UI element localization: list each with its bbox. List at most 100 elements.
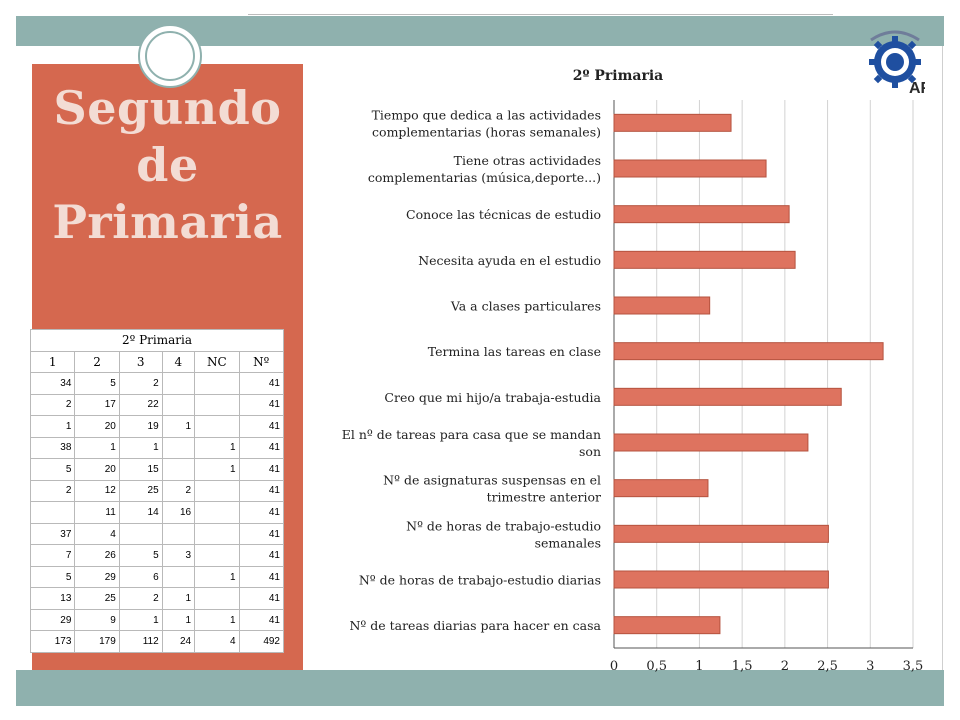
table-cell: 25: [74, 587, 120, 610]
bar: [613, 616, 721, 635]
category-label: Termina las tareas en clase: [428, 344, 601, 359]
table-cell: [194, 522, 240, 546]
table-header-cell: 1: [29, 350, 76, 374]
table-cell: 20: [74, 458, 120, 481]
logo-arc: [870, 30, 920, 42]
table-cell: 5: [29, 458, 76, 481]
footer-band: [16, 670, 944, 706]
table-cell: 179: [74, 630, 120, 653]
bar: [613, 342, 884, 361]
table-cell: 9: [74, 608, 120, 632]
bar: [613, 250, 796, 269]
table-cell: 41: [238, 415, 285, 438]
bar: [613, 113, 732, 132]
table-cell: 4: [74, 522, 120, 546]
table-cell: 4: [194, 630, 240, 653]
table-header-cell: 3: [118, 350, 163, 374]
table-cell: 15: [118, 458, 163, 481]
table-cell: 17: [74, 393, 120, 417]
table-cell: 1: [194, 608, 240, 632]
table-cell: 2: [118, 587, 163, 610]
category-label: complementarias (horas semanales): [372, 124, 601, 139]
school-logo: AF: [869, 30, 925, 94]
table-cell: [194, 544, 240, 567]
category-label: Nº de horas de trabajo-estudio diarias: [359, 573, 601, 588]
table-cell: 41: [238, 522, 285, 546]
bar: [613, 159, 767, 178]
logo-gear-core: [886, 53, 904, 71]
table-row: 38 1 1 1 41: [29, 436, 285, 460]
table-cell: [194, 501, 240, 524]
x-tick-label: 0,5: [646, 659, 667, 674]
chart-title: 2º Primaria: [573, 68, 664, 84]
table-cell: 1: [118, 608, 163, 632]
table-cell: 41: [238, 587, 285, 610]
table-cell: 41: [238, 458, 285, 481]
bar: [613, 205, 790, 224]
table-header-cell: 2: [74, 350, 120, 374]
table-cell: [194, 393, 240, 417]
slide-title-line-1: Segundo: [53, 81, 282, 135]
table-cell: 20: [74, 415, 120, 438]
table-cell: 5: [29, 565, 76, 589]
table-title: 2º Primaria: [30, 329, 284, 352]
category-label: Nº de asignaturas suspensas en el: [383, 473, 601, 488]
table-cell: 41: [238, 565, 285, 589]
table-body: 2º Primaria 1 2 3 4 NC Nº 34 5 2 41 2 17 22 41 1 20 19 1 41…: [29, 329, 285, 653]
table-cell: 2: [29, 479, 76, 503]
x-axis-ticks: 0 0,5 1 1,5 2 2,5 3 3,5: [610, 659, 923, 674]
category-label: El nº de tareas para casa que se mandan: [342, 427, 601, 442]
bar: [613, 433, 809, 452]
table-cell: 34: [29, 372, 76, 395]
table-cell: 26: [74, 544, 120, 567]
table-cell: 41: [238, 501, 285, 524]
table-cell: 2: [118, 372, 163, 395]
table-cell: 22: [118, 393, 163, 417]
category-label: Tiene otras actividades: [454, 153, 601, 168]
table-row: 2 12 25 2 41: [29, 479, 285, 503]
table-cell: 38: [29, 436, 76, 460]
bars: [613, 113, 884, 635]
bar-chart: 2º Primaria Tiempo que dedica a las acti…: [342, 68, 924, 674]
table-cell: [118, 522, 163, 546]
x-tick-label: 0: [610, 659, 618, 674]
bar: [613, 296, 711, 315]
category-label: Nº de horas de trabajo-estudio: [406, 518, 601, 533]
table-cell: 3: [161, 544, 196, 567]
table-header-cell: 4: [161, 350, 196, 374]
top-rule: [248, 14, 833, 15]
table-cell: 41: [238, 544, 285, 567]
table-row: 2 17 22 41: [29, 393, 285, 417]
table-cell: [194, 587, 240, 610]
table-cell: [161, 522, 196, 546]
table-cell: [161, 458, 196, 481]
category-label: Tiempo que dedica a las actividades: [372, 107, 601, 122]
table-cell: 1: [194, 565, 240, 589]
table-cell: 41: [238, 372, 285, 395]
slide-title-line-3: Primaria: [52, 195, 283, 249]
table-cell: 13: [29, 587, 76, 610]
table-cell: 19: [118, 415, 163, 438]
category-label: son: [579, 444, 601, 459]
table-cell: 41: [238, 393, 285, 417]
table-cell: [161, 436, 196, 460]
category-label: Necesita ayuda en el estudio: [418, 253, 601, 268]
table-cell: 14: [118, 501, 163, 524]
table-row: 7 26 5 3 41: [29, 544, 285, 567]
x-tick-label: 2: [781, 659, 789, 674]
table-header-cell: NC: [194, 350, 240, 374]
x-tick-label: 1,5: [732, 659, 753, 674]
table-row: 11 14 16 41: [29, 501, 285, 524]
table-cell: 492: [238, 630, 285, 653]
table-cell: 1: [161, 587, 196, 610]
table-cell: 2: [161, 479, 196, 503]
table-cell: 1: [74, 436, 120, 460]
category-label: Nº de tareas diarias para hacer en casa: [349, 618, 601, 633]
table-cell: [194, 479, 240, 503]
table-cell: 12: [74, 479, 120, 503]
category-labels: Tiempo que dedica a las actividades compl…: [342, 107, 602, 633]
table-row: 1 20 19 1 41: [29, 415, 285, 438]
table-cell: 41: [238, 436, 285, 460]
table-cell: [194, 372, 240, 395]
slide-frame: [16, 46, 943, 670]
